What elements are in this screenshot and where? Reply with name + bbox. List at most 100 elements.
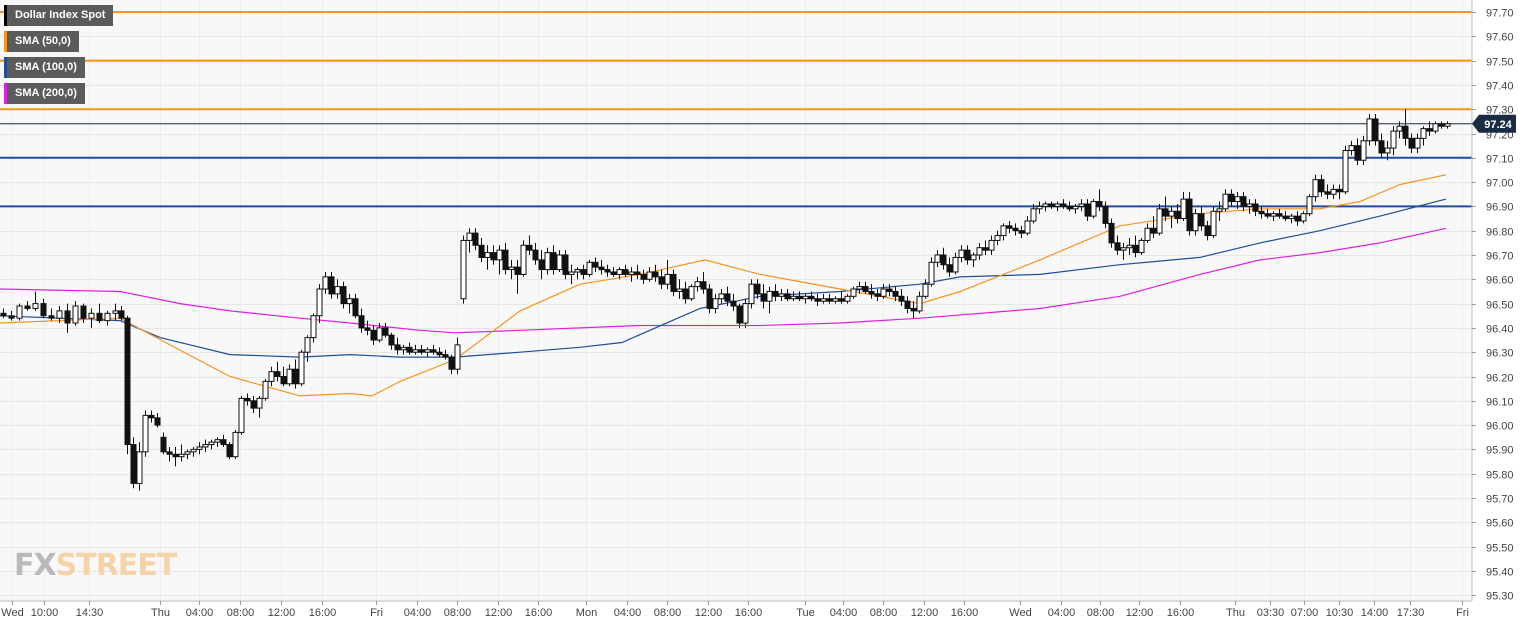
candle (1126, 237, 1133, 255)
candle-body-up (1384, 147, 1391, 154)
candle (622, 264, 629, 277)
legend-swatch-sma-100 (4, 57, 7, 78)
y-tick-label: 96.50 (1486, 300, 1514, 312)
candlesticks (0, 109, 1451, 491)
candle-body-down (40, 303, 47, 317)
sma-100-line (0, 198, 1447, 358)
candle (490, 245, 497, 265)
x-tick-label: 07:00 (1291, 607, 1319, 619)
candle (1372, 114, 1379, 146)
candle-body-up (214, 439, 221, 443)
candle (748, 279, 755, 309)
candle-body-down (1204, 225, 1211, 237)
x-tick-label: 08:00 (870, 607, 898, 619)
candle-body-up (268, 371, 275, 382)
candle (460, 235, 467, 304)
x-tick-label: 04:00 (1048, 607, 1076, 619)
candle-body-down (796, 295, 803, 300)
last-price-marker: 97.24 (1472, 114, 1516, 133)
candle (646, 267, 653, 282)
candle (1222, 189, 1229, 212)
candle (1234, 191, 1241, 209)
y-tick-label: 96.70 (1486, 251, 1514, 263)
x-tick-label: 08:00 (227, 607, 255, 619)
x-tick-label: 16:00 (735, 607, 763, 619)
candle-body-down (838, 298, 845, 302)
candle-body-up (1444, 123, 1451, 127)
y-tick-label: 96.10 (1486, 397, 1514, 409)
candle (104, 310, 111, 326)
x-tick-label: 04:00 (404, 607, 432, 619)
y-tick-label: 95.90 (1486, 445, 1514, 457)
candle-body-down (244, 397, 251, 402)
candle-body-down (706, 288, 713, 309)
candle-body-up (298, 351, 305, 385)
candle-body-up (1348, 145, 1355, 152)
candle-body-up (1300, 213, 1307, 222)
candle-body-down (1324, 191, 1331, 195)
candle (0, 308, 7, 319)
candle-body-down (0, 312, 7, 317)
candle-body-up (1210, 210, 1217, 237)
candle (316, 284, 323, 324)
candle (1276, 208, 1283, 219)
candle (1318, 174, 1325, 197)
candle (310, 313, 317, 343)
candle-body-up (664, 273, 671, 285)
candle (220, 434, 227, 447)
candle-body-down (388, 334, 395, 346)
candle-body-up (1192, 213, 1199, 232)
candle (706, 284, 713, 314)
candle (1246, 199, 1253, 214)
candle-body-up (1360, 140, 1367, 161)
candle (544, 247, 551, 275)
candle (430, 344, 437, 355)
candle (1408, 133, 1415, 153)
candle-body-down (580, 269, 587, 275)
candle (970, 252, 977, 268)
y-tick-label: 97.60 (1486, 32, 1514, 44)
candle (418, 344, 425, 355)
candle (874, 289, 881, 302)
candle-body-up (1342, 150, 1349, 193)
candle-body-down (1102, 205, 1109, 224)
candle-body-up (958, 249, 965, 258)
x-tick-label: 10:30 (1326, 607, 1354, 619)
y-tick-label: 97.50 (1486, 57, 1514, 69)
candle-body-up (766, 290, 773, 302)
x-tick-label: 08:00 (1087, 607, 1115, 619)
candle-body-down (154, 417, 161, 426)
x-tick-label: 08:00 (444, 607, 472, 619)
candle (280, 366, 287, 387)
candle-body-down (1402, 125, 1409, 139)
candle-body-down (532, 249, 539, 261)
candle-body-up (832, 298, 839, 302)
candle (784, 289, 791, 302)
candle-body-up (496, 249, 503, 261)
candle (928, 257, 935, 287)
candle (268, 366, 275, 387)
candle-body-up (1138, 239, 1145, 254)
candle-body-down (226, 444, 233, 458)
x-tick-label: 16:00 (525, 607, 553, 619)
candle-body-down (592, 261, 599, 268)
candle (652, 264, 659, 282)
y-tick-label: 96.40 (1486, 324, 1514, 336)
candle-body-down (874, 293, 881, 297)
candle (832, 296, 839, 304)
candle (1312, 174, 1319, 202)
candle-body-up (142, 414, 149, 453)
candle (1264, 208, 1271, 219)
candle-body-down (1336, 188, 1343, 193)
candle-body-down (514, 266, 521, 275)
candle (1042, 201, 1049, 212)
candle (742, 298, 749, 328)
candle (1000, 223, 1007, 241)
x-tick-label: Wed (1, 607, 23, 619)
candle (112, 303, 119, 321)
candle (820, 293, 827, 304)
candle (40, 298, 47, 319)
candle-body-down (1252, 203, 1259, 212)
y-tick-label: 95.60 (1486, 518, 1514, 530)
